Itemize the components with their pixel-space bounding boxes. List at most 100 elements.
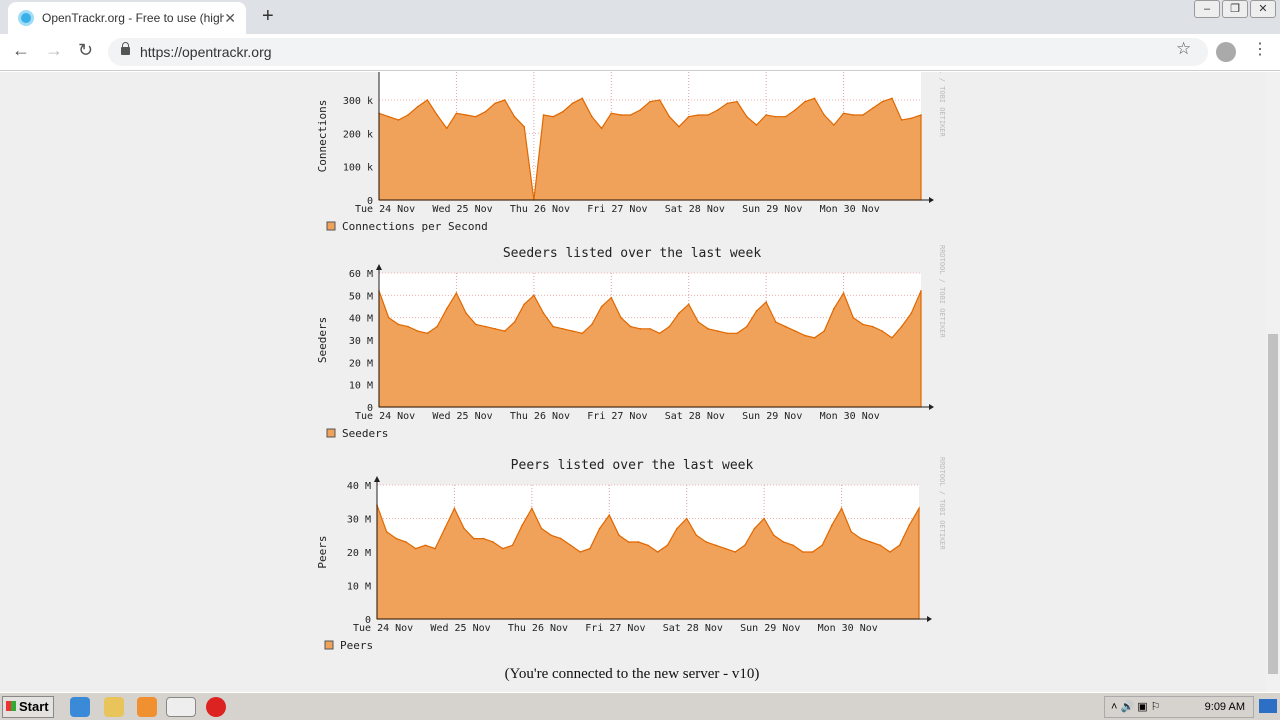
- data-point: [656, 551, 659, 553]
- data-point: [484, 325, 487, 328]
- data-point: [542, 114, 545, 116]
- data-point: [610, 296, 613, 299]
- restore-icon[interactable]: ❐: [1222, 0, 1248, 18]
- browser-toolbar: ← → ↻ https://opentrackr.org ☆ ⋮: [0, 34, 1280, 71]
- data-point: [504, 330, 506, 332]
- data-point: [629, 114, 632, 116]
- media-player-icon[interactable]: [137, 697, 157, 717]
- y-axis-label: Seeders: [316, 317, 329, 363]
- forward-icon[interactable]: →: [45, 40, 63, 60]
- x-tick-label: Sat 28 Nov: [665, 204, 725, 215]
- data-point: [387, 316, 390, 319]
- lock-icon: [121, 42, 130, 55]
- y-axis-arrow: [374, 476, 380, 482]
- x-tick-label: Mon 30 Nov: [818, 623, 878, 634]
- data-point: [840, 507, 843, 510]
- data-point: [494, 102, 496, 105]
- data-point: [860, 537, 862, 540]
- data-point: [745, 115, 748, 118]
- data-point: [871, 325, 874, 328]
- data-point: [484, 110, 487, 113]
- tray-icons[interactable]: ˄ 🔊 ▣ ⚐: [1111, 701, 1161, 713]
- data-point: [482, 537, 485, 540]
- data-point: [678, 125, 680, 128]
- data-point: [397, 119, 400, 121]
- data-point: [811, 551, 814, 553]
- data-point: [591, 323, 593, 326]
- y-tick-label: 300 k: [343, 96, 373, 107]
- new-tab-icon[interactable]: +: [262, 5, 274, 27]
- data-point: [734, 551, 736, 553]
- x-tick-label: Thu 26 Nov: [510, 411, 570, 422]
- opera-icon[interactable]: [206, 697, 226, 717]
- data-point: [474, 323, 477, 326]
- menu-icon[interactable]: ⋮: [1252, 41, 1268, 58]
- data-point: [443, 527, 446, 530]
- x-tick-label: Fri 27 Nov: [587, 204, 647, 215]
- data-point: [492, 541, 494, 543]
- data-point: [647, 544, 649, 547]
- data-point: [813, 97, 816, 100]
- data-point: [416, 330, 419, 332]
- data-point: [562, 110, 564, 113]
- data-point: [753, 527, 756, 530]
- data-area: [378, 97, 922, 201]
- data-point: [765, 301, 767, 303]
- data-point: [521, 524, 523, 526]
- data-point: [581, 97, 584, 100]
- data-point: [881, 330, 884, 332]
- data-point: [794, 109, 796, 111]
- scrollbar-thumb[interactable]: [1268, 334, 1278, 674]
- legend-label: Connections per Second: [342, 220, 488, 233]
- ie-icon[interactable]: [70, 697, 90, 717]
- data-point: [658, 99, 661, 101]
- data-point: [678, 312, 680, 315]
- x-tick-label: Wed 25 Nov: [432, 411, 492, 422]
- x-tick-label: Mon 30 Nov: [820, 411, 880, 422]
- data-point: [639, 109, 642, 111]
- data-point: [736, 100, 738, 103]
- data-point: [879, 544, 882, 547]
- y-tick-label: 30 M: [347, 515, 371, 526]
- data-point: [821, 544, 824, 547]
- start-button[interactable]: Start: [2, 696, 54, 718]
- explorer-icon[interactable]: [104, 697, 124, 717]
- close-window-icon[interactable]: ✕: [1250, 0, 1276, 18]
- data-point: [552, 115, 555, 118]
- data-point: [823, 330, 826, 332]
- reload-icon[interactable]: ↻: [78, 40, 94, 60]
- data-point: [908, 524, 911, 526]
- y-tick-label: 0: [365, 615, 371, 626]
- data-point: [533, 294, 535, 297]
- server-info-text: (You're connected to the new server - v1…: [504, 666, 760, 682]
- data-point: [523, 303, 525, 306]
- back-icon[interactable]: ←: [12, 40, 30, 60]
- profile-avatar-icon[interactable]: [1216, 42, 1236, 62]
- chrome-taskbar-icon[interactable]: [166, 697, 196, 717]
- data-point: [881, 100, 884, 103]
- show-desktop-icon[interactable]: [1259, 699, 1277, 713]
- taskbar: Start ˄ 🔊 ▣ ⚐ 9:09 AM: [0, 692, 1280, 720]
- bookmark-star-icon[interactable]: ☆: [1176, 39, 1192, 58]
- data-point: [610, 112, 613, 115]
- data-point: [850, 531, 853, 533]
- vertical-scrollbar[interactable]: [1266, 72, 1280, 692]
- browser-tab[interactable]: OpenTrackr.org - Free to use (high) ✕: [8, 2, 246, 34]
- x-tick-label: Sun 29 Nov: [742, 411, 802, 422]
- data-point: [687, 303, 690, 306]
- data-point: [900, 325, 903, 328]
- data-point: [833, 124, 835, 126]
- data-point: [831, 524, 833, 526]
- data-point: [649, 100, 651, 103]
- address-bar[interactable]: https://opentrackr.org: [108, 38, 1208, 66]
- data-point: [755, 124, 758, 126]
- data-point: [898, 544, 901, 547]
- x-tick-label: Mon 30 Nov: [820, 204, 880, 215]
- minimize-icon[interactable]: –: [1194, 0, 1220, 18]
- data-point: [889, 551, 891, 553]
- data-point: [465, 114, 467, 116]
- y-axis-arrow: [376, 264, 382, 270]
- data-point: [571, 330, 574, 332]
- y-tick-label: 100 k: [343, 163, 373, 174]
- close-tab-icon[interactable]: ✕: [224, 9, 236, 26]
